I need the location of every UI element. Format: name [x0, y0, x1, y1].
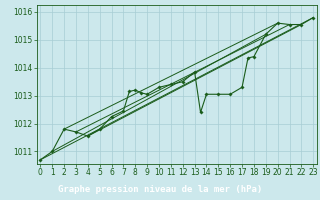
Text: Graphe pression niveau de la mer (hPa): Graphe pression niveau de la mer (hPa)	[58, 185, 262, 194]
